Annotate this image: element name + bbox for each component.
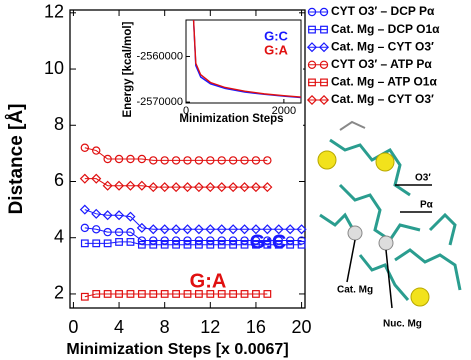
x-tick-label: 16 bbox=[246, 317, 266, 337]
y-tick-label: 6 bbox=[54, 170, 64, 190]
y-tick-label: 2 bbox=[54, 283, 64, 303]
marker bbox=[81, 144, 88, 151]
annotation: G:C bbox=[250, 231, 287, 253]
legend-label: Cat. Mg – ATP O1α bbox=[331, 75, 437, 89]
structure-label: O3′ bbox=[415, 173, 431, 184]
structure-label: Cat. Mg bbox=[337, 285, 373, 296]
legend-label: Cat. Mg – DCP O1α bbox=[331, 22, 440, 36]
structure bbox=[318, 122, 460, 308]
inset-y-axis-label: Energy [kcal/mol] bbox=[122, 21, 134, 117]
inset-x-axis-label: Minimization Steps bbox=[179, 113, 283, 125]
x-tick-label: 8 bbox=[160, 317, 170, 337]
legend-label: Cat. Mg – CYT O3′ bbox=[331, 92, 434, 106]
inset-y-tick-label: -2570000 bbox=[137, 96, 184, 108]
structure-label: Nuc. Mg bbox=[383, 319, 422, 330]
inset-legend-label: G:A bbox=[264, 42, 288, 57]
series-line bbox=[85, 294, 268, 297]
y-tick-label: 4 bbox=[54, 226, 64, 246]
x-tick-label: 20 bbox=[292, 317, 312, 337]
x-tick-label: 0 bbox=[68, 317, 78, 337]
x-tick-label: 12 bbox=[200, 317, 220, 337]
legend-label: CYT O3′ – DCP Pα bbox=[331, 4, 435, 18]
legend-label: Cat. Mg – CYT O3′ bbox=[331, 39, 434, 53]
y-axis-label: Distance [Å] bbox=[6, 104, 27, 215]
inset-legend-label: G:C bbox=[264, 28, 288, 43]
x-axis-label: Minimization Steps [x 0.0067] bbox=[66, 341, 288, 358]
legend-label: CYT O3′ – ATP Pα bbox=[331, 57, 432, 71]
x-tick-label: 4 bbox=[114, 317, 124, 337]
inset-y-tick-label: -2560000 bbox=[137, 50, 184, 62]
series-line bbox=[85, 148, 268, 161]
y-tick-label: 12 bbox=[44, 2, 64, 22]
y-tick-label: 8 bbox=[54, 114, 64, 134]
y-tick-label: 10 bbox=[44, 58, 64, 78]
annotation: G:A bbox=[190, 270, 227, 292]
figure: 04812162024681012Minimization Steps [x 0… bbox=[0, 0, 471, 360]
structure-label: Pα bbox=[420, 200, 434, 211]
